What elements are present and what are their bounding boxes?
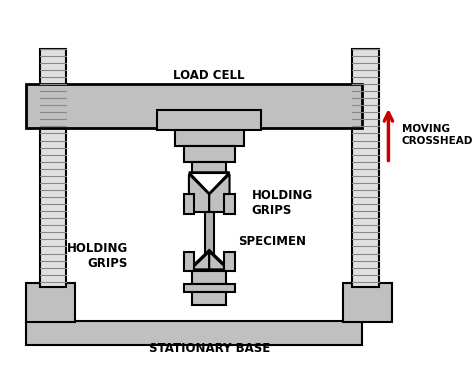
Polygon shape: [191, 174, 228, 193]
Polygon shape: [189, 174, 209, 212]
Bar: [224, 252, 235, 271]
Bar: [183, 194, 194, 214]
Bar: [27, 321, 362, 345]
Text: LOAD CELL: LOAD CELL: [173, 69, 245, 82]
Bar: [224, 194, 235, 214]
Bar: [192, 162, 226, 174]
Text: HOLDING
GRIPS: HOLDING GRIPS: [67, 242, 128, 270]
Text: MOVING
CROSSHEAD: MOVING CROSSHEAD: [401, 124, 473, 146]
Bar: [352, 49, 379, 287]
Bar: [205, 212, 214, 269]
Bar: [27, 84, 362, 128]
Bar: [157, 111, 261, 130]
Bar: [192, 271, 226, 283]
Text: HOLDING
GRIPS: HOLDING GRIPS: [252, 189, 313, 217]
Bar: [343, 283, 392, 323]
Bar: [183, 283, 235, 292]
Polygon shape: [209, 252, 229, 271]
Polygon shape: [189, 252, 209, 271]
Bar: [192, 292, 226, 305]
Bar: [40, 49, 66, 287]
Text: STATIONARY BASE: STATIONARY BASE: [148, 342, 270, 356]
Polygon shape: [209, 174, 229, 212]
Bar: [27, 283, 75, 323]
Bar: [175, 128, 244, 146]
Text: SPECIMEN: SPECIMEN: [238, 235, 306, 247]
Bar: [183, 146, 235, 162]
Bar: [183, 252, 194, 271]
